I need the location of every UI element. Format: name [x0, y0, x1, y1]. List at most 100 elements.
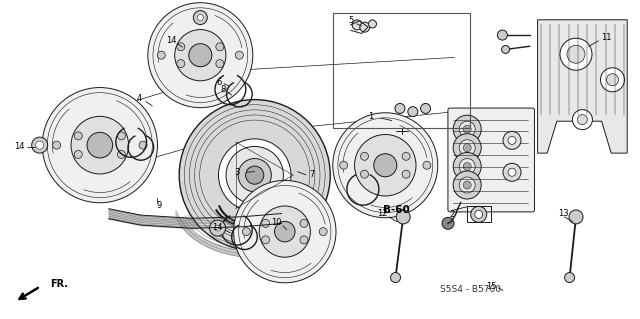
Circle shape [36, 141, 44, 149]
Text: 13: 13 [558, 209, 568, 218]
Text: 9: 9 [156, 201, 161, 210]
Text: 2: 2 [449, 210, 454, 219]
Circle shape [139, 141, 147, 149]
Circle shape [577, 115, 588, 125]
Circle shape [210, 220, 226, 236]
Circle shape [319, 227, 327, 236]
Circle shape [71, 116, 129, 174]
Circle shape [216, 43, 224, 51]
Circle shape [360, 152, 369, 160]
Circle shape [471, 206, 487, 222]
Polygon shape [538, 20, 627, 153]
Circle shape [567, 45, 585, 63]
Text: 14: 14 [212, 223, 223, 232]
Circle shape [179, 100, 330, 251]
Text: 10: 10 [271, 218, 282, 227]
Circle shape [497, 30, 508, 40]
Circle shape [193, 11, 207, 25]
Circle shape [157, 51, 165, 59]
Circle shape [360, 170, 369, 178]
Circle shape [234, 180, 336, 283]
Circle shape [236, 51, 243, 59]
Text: 15: 15 [486, 282, 497, 291]
Circle shape [259, 206, 310, 257]
Circle shape [402, 152, 410, 160]
Circle shape [52, 141, 61, 149]
Bar [467, 206, 491, 222]
Circle shape [238, 159, 271, 192]
Circle shape [275, 221, 295, 242]
Text: 6: 6 [217, 78, 222, 87]
Text: 14: 14 [166, 36, 177, 45]
Circle shape [243, 227, 250, 236]
Circle shape [463, 162, 471, 171]
Circle shape [360, 22, 370, 32]
Circle shape [503, 163, 521, 181]
Circle shape [475, 210, 483, 219]
Circle shape [508, 168, 516, 176]
Circle shape [395, 103, 405, 114]
Circle shape [390, 272, 401, 283]
Text: 12: 12 [378, 209, 388, 218]
Text: 4: 4 [137, 94, 142, 103]
Circle shape [460, 140, 476, 156]
Text: B-60: B-60 [383, 205, 410, 215]
Circle shape [572, 110, 593, 130]
Circle shape [423, 161, 431, 169]
Circle shape [340, 161, 348, 169]
Circle shape [564, 272, 575, 283]
Circle shape [600, 68, 625, 92]
Circle shape [369, 20, 376, 28]
Circle shape [262, 236, 269, 244]
Text: 11: 11 [601, 33, 611, 42]
Circle shape [214, 225, 221, 231]
Circle shape [453, 115, 481, 143]
Circle shape [463, 181, 471, 189]
Circle shape [118, 151, 125, 159]
Circle shape [607, 74, 618, 86]
Circle shape [396, 210, 410, 224]
Circle shape [74, 132, 82, 140]
Circle shape [463, 125, 471, 133]
Circle shape [300, 236, 308, 244]
Bar [333, 13, 470, 128]
Circle shape [460, 177, 476, 193]
Circle shape [402, 170, 410, 178]
Circle shape [453, 152, 481, 181]
Circle shape [442, 217, 454, 229]
Circle shape [32, 137, 47, 153]
Circle shape [460, 121, 476, 137]
Circle shape [216, 60, 224, 68]
Circle shape [175, 30, 226, 81]
Circle shape [420, 103, 431, 114]
Circle shape [87, 132, 113, 158]
Circle shape [453, 171, 481, 199]
Text: S5S4 - B5700: S5S4 - B5700 [440, 285, 501, 294]
Circle shape [560, 38, 592, 70]
Circle shape [118, 132, 125, 140]
Circle shape [148, 3, 253, 108]
Circle shape [355, 135, 416, 196]
Circle shape [502, 45, 509, 54]
Circle shape [189, 44, 212, 67]
Circle shape [300, 219, 308, 227]
Text: 3: 3 [234, 168, 239, 177]
Text: 14: 14 [14, 142, 24, 151]
Circle shape [460, 159, 476, 174]
Circle shape [463, 144, 471, 152]
Circle shape [218, 139, 291, 211]
Circle shape [569, 210, 583, 224]
Circle shape [197, 15, 204, 20]
Circle shape [374, 154, 397, 177]
Text: 1: 1 [369, 112, 374, 121]
Text: 8: 8 [220, 85, 225, 94]
Circle shape [74, 151, 83, 159]
Circle shape [503, 131, 521, 149]
Circle shape [508, 136, 516, 145]
Circle shape [408, 107, 418, 117]
Circle shape [42, 87, 157, 203]
Text: 5: 5 [348, 16, 353, 25]
Circle shape [333, 113, 438, 218]
Circle shape [246, 166, 264, 184]
Text: FR.: FR. [50, 279, 68, 289]
